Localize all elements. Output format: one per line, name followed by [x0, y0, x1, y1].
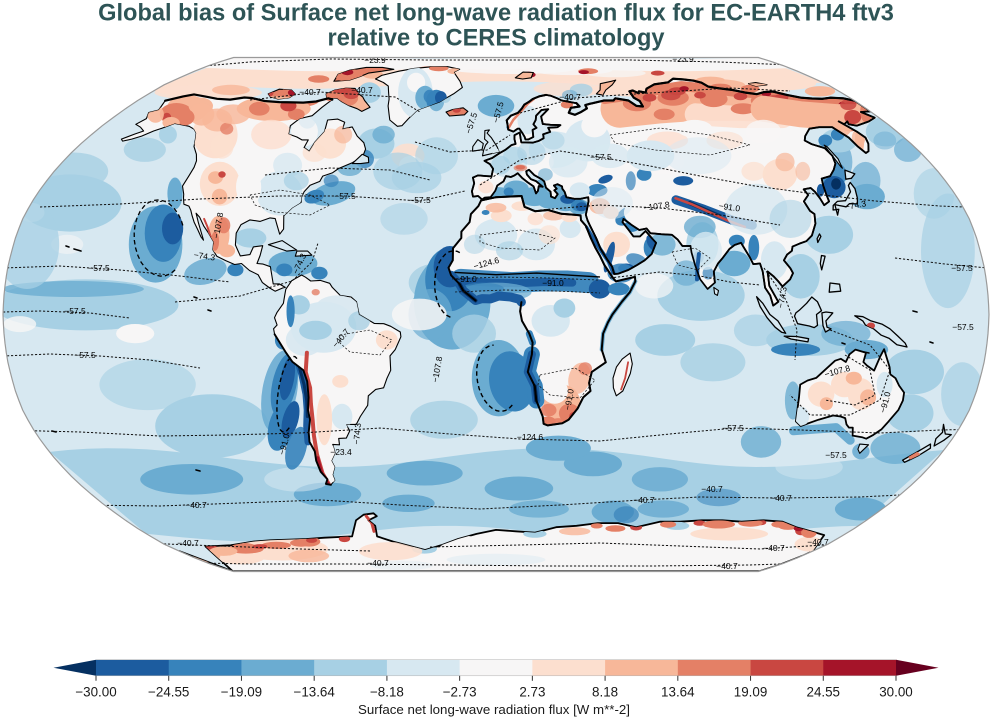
svg-text:−57.5: −57.5 — [590, 152, 612, 162]
svg-text:−57.5: −57.5 — [64, 306, 86, 316]
svg-text:−91.0: −91.0 — [455, 274, 477, 284]
svg-text:2.73: 2.73 — [519, 685, 545, 700]
svg-text:−40.7: −40.7 — [299, 87, 321, 97]
svg-text:−40.7: −40.7 — [763, 543, 785, 553]
svg-text:−57.5: −57.5 — [74, 350, 96, 360]
svg-text:−40.7: −40.7 — [770, 493, 792, 503]
svg-text:−57.5: −57.5 — [951, 263, 973, 273]
svg-text:−40.7: −40.7 — [807, 537, 829, 547]
svg-text:8.18: 8.18 — [592, 685, 618, 700]
svg-text:Surface net long-wave radiatio: Surface net long-wave radiation flux [W … — [358, 702, 630, 717]
svg-text:19.09: 19.09 — [734, 685, 768, 700]
svg-text:−57.5: −57.5 — [952, 322, 974, 332]
svg-text:−19.09: −19.09 — [221, 685, 262, 700]
svg-text:−91.0: −91.0 — [718, 201, 741, 214]
svg-text:−57.5: −57.5 — [88, 263, 110, 273]
svg-text:24.55: 24.55 — [807, 685, 841, 700]
svg-text:−124.6: −124.6 — [517, 432, 544, 442]
svg-text:−23.9: −23.9 — [672, 54, 694, 64]
svg-text:−13.64: −13.64 — [294, 685, 336, 700]
svg-text:−57.5: −57.5 — [409, 195, 431, 205]
svg-text:−107.8: −107.8 — [211, 211, 225, 239]
svg-text:−30.00: −30.00 — [75, 685, 116, 700]
svg-text:−40.7: −40.7 — [701, 484, 723, 494]
svg-text:−40.7: −40.7 — [177, 538, 199, 548]
svg-text:Global bias of Surface net lon: Global bias of Surface net long-wave rad… — [98, 1, 894, 27]
svg-text:−40.7: −40.7 — [559, 92, 581, 102]
svg-text:−24.55: −24.55 — [148, 685, 189, 700]
svg-text:−40.7: −40.7 — [351, 85, 373, 95]
svg-text:13.64: 13.64 — [661, 685, 695, 700]
svg-text:30.00: 30.00 — [879, 685, 913, 700]
svg-text:−57.5: −57.5 — [334, 191, 356, 201]
svg-text:−74.3: −74.3 — [193, 250, 216, 263]
svg-text:−40.7: −40.7 — [367, 558, 389, 568]
svg-text:−40.7: −40.7 — [716, 561, 738, 571]
svg-text:−91.0: −91.0 — [562, 388, 576, 411]
svg-text:−2.73: −2.73 — [443, 685, 477, 700]
svg-text:−23.4: −23.4 — [330, 447, 352, 457]
svg-text:−40.7: −40.7 — [185, 500, 207, 510]
svg-text:−40.7: −40.7 — [633, 495, 655, 505]
svg-text:−57.5: −57.5 — [722, 423, 744, 433]
svg-text:−91.0: −91.0 — [542, 278, 564, 288]
svg-text:−74.3: −74.3 — [844, 198, 867, 212]
svg-text:−74.3: −74.3 — [775, 286, 789, 309]
svg-text:−8.18: −8.18 — [370, 685, 404, 700]
svg-text:−23.9: −23.9 — [364, 55, 386, 65]
svg-text:−107.8: −107.8 — [430, 355, 444, 383]
svg-text:−107.8: −107.8 — [643, 199, 671, 213]
svg-text:−74.3: −74.3 — [351, 422, 363, 445]
svg-text:−57.5: −57.5 — [825, 450, 847, 460]
svg-text:relative to CERES climatology: relative to CERES climatology — [328, 26, 665, 52]
